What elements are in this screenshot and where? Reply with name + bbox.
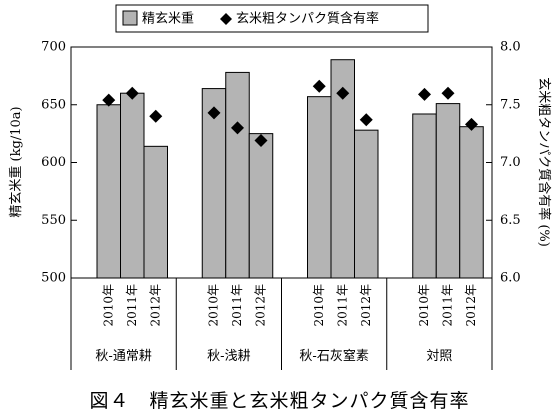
protein-marker [312,79,326,93]
marker-series [102,79,478,148]
legend-label: 精玄米重 [142,11,194,27]
protein-marker [465,117,478,131]
bar [96,104,121,279]
protein-marker [102,93,116,107]
y-axis-right: 6.0 6.5 7.0 7.5 8.0 [486,40,521,286]
protein-marker [207,106,221,120]
bar [459,126,484,279]
bar [435,103,461,279]
bar [412,113,437,279]
x-tick-label: 2011年 [335,284,349,327]
y-tick-label: 500 [41,271,66,286]
y2-tick-label: 8.0 [500,40,521,55]
protein-marker [441,86,455,100]
y2-tick-label: 6.5 [500,213,521,228]
x-tick-label: 2010年 [312,284,326,327]
y-tick-label: 700 [41,40,66,55]
x-tick-label: 2010年 [101,284,115,327]
y-tick-label: 600 [41,155,66,170]
protein-marker [336,86,350,100]
bar [225,71,250,279]
y-axis-left: 500 550 600 650 700 [41,40,77,286]
bar [248,133,274,279]
x-tick-label: 2011年 [441,284,455,327]
legend: 精玄米重 玄米粗タンパク質含有率 [115,4,429,33]
protein-marker [231,121,244,135]
y2-tick-label: 7.0 [500,155,521,170]
bar [354,129,379,279]
protein-marker [254,134,268,148]
protein-marker [149,109,163,123]
group-label: 秋-浅耕 [207,348,250,364]
legend-bar-swatch [122,10,138,26]
x-tick-label: 2011年 [125,284,139,327]
y-axis-label: 精玄米重 (kg/10a) [8,106,24,217]
bar [307,96,332,279]
group-label: 対照 [426,349,452,364]
x-tick-label: 2012年 [148,284,162,327]
group-label: 秋-石灰窒素 [299,348,368,364]
y2-axis-label: 玄米粗タンパク質含有率 (%) [536,77,552,247]
protein-marker [418,87,431,101]
x-tick-label: 2010年 [207,284,221,327]
y-tick-label: 550 [41,213,66,228]
x-tick-label: 2012年 [464,284,478,327]
y2-tick-label: 6.0 [500,271,521,286]
group-label: 秋-通常耕 [95,348,151,364]
figure-caption: 図４ 精玄米重と玄米粗タンパク質含有率 [89,390,470,412]
protein-marker [359,113,373,127]
bar [120,92,145,279]
y2-tick-label: 7.5 [500,97,521,112]
protein-marker [125,86,139,100]
legend-diamond-swatch [220,13,232,25]
x-tick-label: 2012年 [254,284,268,327]
legend-box [115,4,429,33]
bar [143,145,168,279]
x-tick-label: 2011年 [230,284,244,327]
x-tick-label: 2012年 [359,284,373,327]
y-tick-label: 650 [41,97,66,112]
bar-series [96,59,484,279]
x-tick-label: 2010年 [417,284,431,327]
legend-label: 玄米粗タンパク質含有率 [236,11,379,27]
